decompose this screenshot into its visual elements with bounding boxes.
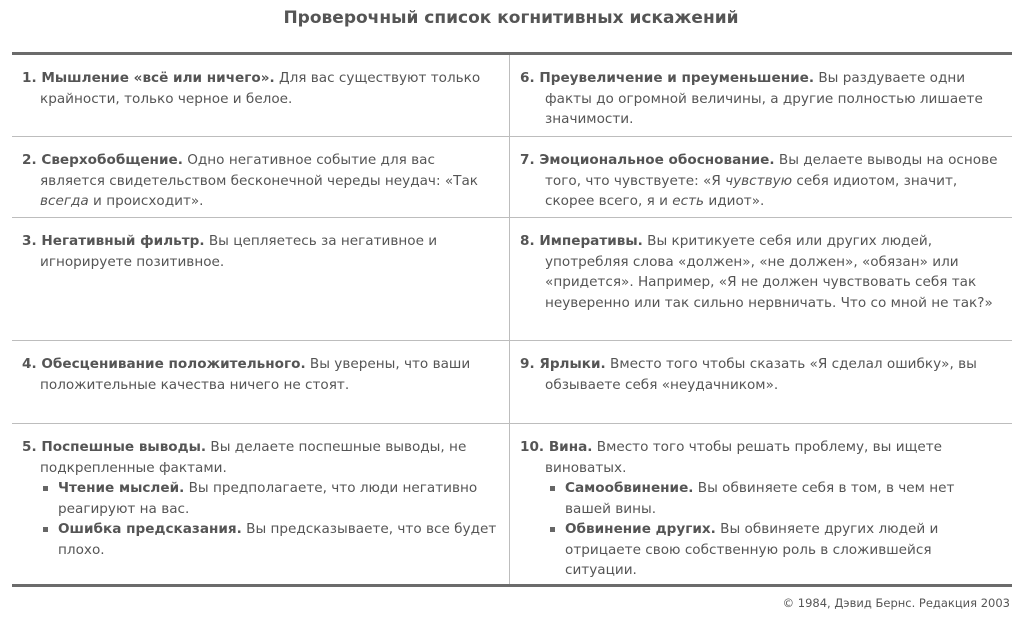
description-text: Вы раздуваете одни факты до огромной вел… <box>545 70 983 127</box>
sub-item-text: Вы обвиняете себя в том, в чем нет вашей… <box>565 480 955 517</box>
sub-item: Ошибка предсказания. Вы предсказываете, … <box>22 519 499 560</box>
distortion-description: 5. Поспешные выводы. Вы делаете поспешны… <box>22 437 499 478</box>
sub-item-text: Вы предполагаете, что люди негативно реа… <box>58 480 478 517</box>
distortion-description: 10. Вина. Вместо того чтобы решать пробл… <box>520 437 1002 478</box>
distortion-description: 8. Императивы. Вы критикуете себя или др… <box>520 231 1002 313</box>
sub-item: Обвинение других. Вы обвиняете других лю… <box>520 519 1002 581</box>
distortion-name: 8. Императивы. <box>520 233 643 249</box>
distortion-description: 1. Мышление «всё или ничего». Для вас су… <box>22 68 499 109</box>
distortion-description: 7. Эмоциональное обоснование. Вы делаете… <box>520 150 1002 212</box>
description-text: Вы делаете выводы на основе того, что чу… <box>545 152 998 189</box>
sub-item-name: Чтение мыслей. <box>58 480 185 496</box>
sub-item-name: Самообвинение. <box>565 480 694 496</box>
distortion-cell: 2. Сверхобобщение. Одно негативное событ… <box>12 137 510 217</box>
sub-item-text: Вы обвиняете других людей и отрицаете св… <box>565 521 939 578</box>
table-row: 1. Мышление «всё или ничего». Для вас су… <box>12 55 1012 137</box>
description-text: Вы уверены, что ваши положительные качес… <box>40 356 471 393</box>
distortion-cell: 9. Ярлыки. Вместо того чтобы сказать «Я … <box>510 341 1012 423</box>
emphasis-text: есть <box>672 193 705 209</box>
distortion-cell: 6. Преувеличение и преуменьшение. Вы раз… <box>510 55 1012 136</box>
sub-item-name: Ошибка предсказания. <box>58 521 242 537</box>
distortion-name: 3. Негативный фильтр. <box>22 233 205 249</box>
description-text: Вы критикуете себя или других людей, упо… <box>545 233 993 311</box>
distortions-table: 1. Мышление «всё или ничего». Для вас су… <box>12 52 1012 587</box>
description-text: Вместо того чтобы сказать «Я сделал ошиб… <box>545 356 977 393</box>
table-row: 5. Поспешные выводы. Вы делаете поспешны… <box>12 424 1012 584</box>
distortion-description: 4. Обесценивание положительного. Вы увер… <box>22 354 499 395</box>
page-title: Проверочный список когнитивных искажений <box>283 8 739 28</box>
distortion-cell: 8. Императивы. Вы критикуете себя или др… <box>510 218 1012 340</box>
sub-item-name: Обвинение других. <box>565 521 716 537</box>
distortion-description: 9. Ярлыки. Вместо того чтобы сказать «Я … <box>520 354 1002 395</box>
table-row: 2. Сверхобобщение. Одно негативное событ… <box>12 137 1012 218</box>
description-text: идиот». <box>704 193 765 209</box>
distortion-name: 4. Обесценивание положительного. <box>22 356 306 372</box>
emphasis-text: чувствую <box>725 172 793 189</box>
distortion-name: 7. Эмоциональное обоснование. <box>520 152 775 168</box>
description-text: Вы делаете поспешные выводы, не подкрепл… <box>40 439 467 476</box>
description-text: Для вас существуют только крайности, тол… <box>40 70 481 107</box>
sub-item: Самообвинение. Вы обвиняете себя в том, … <box>520 478 1002 519</box>
distortion-cell: 7. Эмоциональное обоснование. Вы делаете… <box>510 137 1012 217</box>
table-row: 4. Обесценивание положительного. Вы увер… <box>12 341 1012 424</box>
distortion-name: 5. Поспешные выводы. <box>22 439 207 455</box>
distortion-name: 10. Вина. <box>520 439 593 455</box>
distortion-name: 1. Мышление «всё или ничего». <box>22 70 275 86</box>
distortion-cell: 10. Вина. Вместо того чтобы решать пробл… <box>510 424 1012 584</box>
distortion-cell: 1. Мышление «всё или ничего». Для вас су… <box>12 55 510 136</box>
distortion-description: 6. Преувеличение и преуменьшение. Вы раз… <box>520 68 1002 130</box>
distortion-description: 2. Сверхобобщение. Одно негативное событ… <box>22 150 499 212</box>
distortion-name: 6. Преувеличение и преуменьшение. <box>520 70 815 86</box>
description-text: себя идиотом, значит, скорее всего, я и <box>545 172 958 210</box>
emphasis-text: всегда <box>40 193 89 209</box>
sub-item: Чтение мыслей. Вы предполагаете, что люд… <box>22 478 499 519</box>
distortion-name: 9. Ярлыки. <box>520 356 606 372</box>
distortion-description: 3. Негативный фильтр. Вы цепляетесь за н… <box>22 231 499 272</box>
description-text: и происходит». <box>88 193 204 209</box>
sub-item-text: Вы предсказываете, что все будет плохо. <box>58 521 497 558</box>
distortion-cell: 4. Обесценивание положительного. Вы увер… <box>12 341 510 423</box>
table-row: 3. Негативный фильтр. Вы цепляетесь за н… <box>12 218 1012 341</box>
description-text: Одно негативное событие для вас является… <box>40 152 479 189</box>
distortion-cell: 5. Поспешные выводы. Вы делаете поспешны… <box>12 424 510 584</box>
distortion-name: 2. Сверхобобщение. <box>22 152 183 168</box>
distortion-cell: 3. Негативный фильтр. Вы цепляетесь за н… <box>12 218 510 340</box>
description-text: Вы цепляетесь за негативное и игнорирует… <box>40 233 438 270</box>
description-text: Вместо того чтобы решать проблему, вы ищ… <box>545 439 943 476</box>
copyright-footer: © 1984, Дэвид Бернс. Редакция 2003 <box>782 596 1010 610</box>
